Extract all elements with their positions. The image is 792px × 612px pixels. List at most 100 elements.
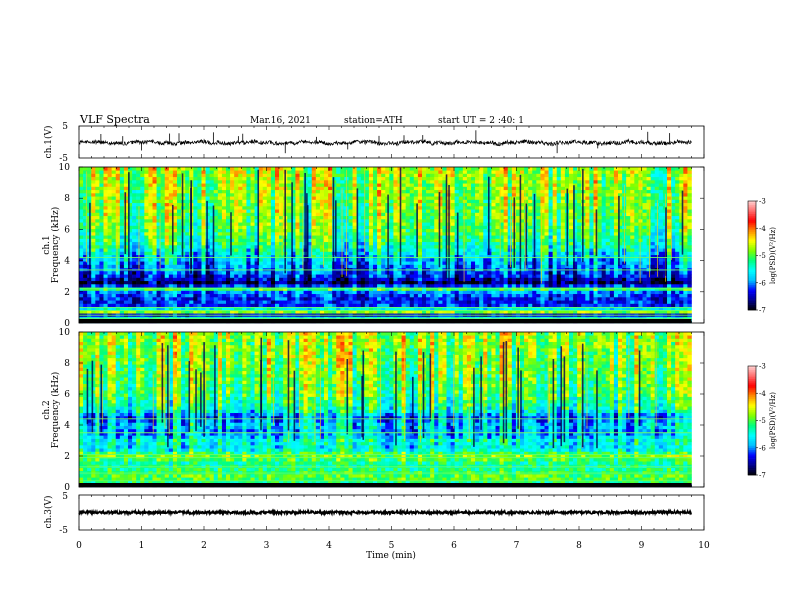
spectrogram-cell	[156, 206, 161, 210]
spectrogram-cell	[95, 167, 100, 171]
spectrogram-cell	[454, 297, 460, 301]
spectrogram-cell	[417, 290, 423, 295]
spectrogram-cell	[197, 219, 202, 223]
spectrogram-cell	[324, 212, 329, 217]
spectrogram-cell	[299, 245, 304, 249]
spectrogram-cell	[226, 196, 231, 200]
spectrogram-cell	[111, 212, 117, 217]
spectrogram-cell	[270, 202, 276, 207]
spectrogram-cell	[279, 248, 284, 252]
spectrogram-cell	[160, 222, 166, 226]
spectrogram-cell	[328, 199, 333, 204]
spectrogram-cell	[99, 280, 104, 285]
spectrogram-cell	[364, 173, 370, 178]
spectrogram-cell	[172, 196, 178, 200]
spectrogram-cell	[201, 274, 206, 278]
spectrogram-cell	[364, 280, 370, 285]
spectrogram-cell	[144, 277, 149, 282]
spectrogram-cell	[136, 254, 141, 259]
spectrogram-cell	[413, 264, 419, 269]
spectrogram-cell	[193, 297, 198, 301]
spectrogram-cell	[356, 280, 362, 285]
spectrogram-cell	[254, 209, 259, 213]
spectrogram-cell	[426, 254, 431, 259]
spectrogram-cell	[164, 173, 170, 178]
spectrogram-cell	[213, 254, 219, 259]
spectrogram-cell	[434, 251, 439, 256]
spectrogram-cell	[454, 258, 460, 262]
spectrogram-cell	[144, 306, 149, 311]
spectrogram-cell	[148, 254, 153, 259]
spectrogram-cell	[324, 193, 329, 197]
spectrogram-cell	[123, 277, 129, 282]
spectrogram-cell	[336, 209, 341, 213]
spectrogram-cell	[189, 176, 194, 181]
spectrogram-cell	[389, 225, 394, 230]
spectrogram-cell	[217, 258, 223, 262]
spectrogram-cell	[144, 219, 149, 223]
spectrogram-cell	[405, 189, 411, 194]
spectrogram-cell	[299, 202, 304, 207]
spectrogram-cell	[148, 238, 153, 243]
spectrogram-cell	[401, 251, 406, 256]
spectrogram-cell	[450, 199, 455, 204]
spectrogram-cell	[197, 206, 202, 210]
spectrogram-cell	[148, 300, 153, 304]
spectrogram-cell	[475, 180, 480, 184]
spectrogram-cell	[389, 183, 394, 187]
spectrogram-cell	[250, 176, 255, 181]
spectrogram-cell	[95, 215, 100, 220]
spectrogram-cell	[307, 167, 313, 171]
spectrogram-cell	[356, 306, 362, 311]
spectrogram-cell	[185, 193, 190, 197]
spectrogram-cell	[152, 306, 157, 311]
spectrogram-cell	[262, 274, 268, 278]
spectrogram-cell	[193, 306, 198, 311]
spectrogram-cell	[311, 193, 317, 197]
spectrogram-cell	[152, 258, 157, 262]
spectrogram-cell	[315, 199, 321, 204]
spectrogram-cell	[389, 293, 394, 298]
spectrogram-cell	[295, 183, 300, 187]
spectrogram-cell	[258, 196, 264, 200]
spectrogram-cell	[87, 310, 92, 314]
spectrogram-cell	[434, 306, 439, 311]
spectrogram-cell	[393, 180, 398, 184]
spectrogram-cell	[246, 173, 251, 178]
spectrogram-cell	[87, 180, 92, 184]
spectrogram-cell	[401, 215, 406, 220]
spectrogram-cell	[315, 176, 321, 181]
spectrogram-cell	[168, 245, 174, 249]
spectrogram-cell	[319, 180, 325, 184]
spectrogram-cell	[177, 280, 182, 285]
spectrogram-cell	[279, 241, 284, 246]
spectrogram-cell	[368, 206, 374, 210]
spectrogram-cell	[275, 167, 280, 171]
spectrogram-cell	[364, 189, 370, 194]
spectrogram-cell	[254, 290, 259, 295]
spectrogram-cell	[295, 167, 300, 171]
spectrogram-cell	[426, 212, 431, 217]
spectrogram-cell	[160, 202, 166, 207]
spectrogram-cell	[332, 284, 337, 288]
spectrogram-cell	[270, 222, 276, 226]
spectrogram-cell	[328, 186, 333, 191]
spectrogram-cell	[413, 206, 419, 210]
spectrogram-cell	[324, 225, 329, 230]
spectrogram-cell	[275, 290, 280, 295]
spectrogram-cell	[336, 215, 341, 220]
spectrogram-cell	[487, 300, 492, 304]
spectrogram-cell	[409, 215, 415, 220]
spectrogram-cell	[295, 310, 300, 314]
spectrogram-cell	[177, 271, 182, 275]
spectrogram-cell	[303, 290, 308, 295]
spectrogram-cell	[397, 306, 402, 311]
spectrogram-cell	[164, 209, 170, 213]
spectrogram-cell	[242, 251, 247, 256]
spectrogram-cell	[144, 176, 149, 181]
spectrogram-cell	[270, 219, 276, 223]
spectrogram-cell	[181, 277, 186, 282]
spectrogram-cell	[201, 290, 206, 295]
spectrogram-cell	[287, 238, 292, 243]
spectrogram-cell	[160, 241, 166, 246]
